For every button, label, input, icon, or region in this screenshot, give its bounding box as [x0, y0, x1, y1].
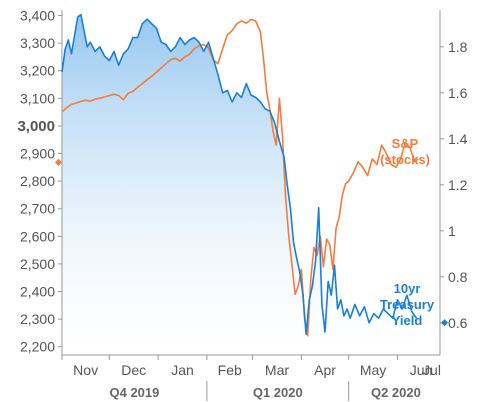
right-tick-label: 0.8	[448, 269, 468, 285]
right-tick-label: 1.4	[448, 131, 468, 147]
right-tick-label: 1.8	[448, 39, 468, 55]
left-tick-label: 3,300	[20, 35, 55, 51]
month-label: Apr	[314, 362, 336, 378]
right-tick-label: 1.2	[448, 177, 468, 193]
month-label: Jul	[423, 362, 441, 378]
month-label: Feb	[218, 362, 242, 378]
quarter-label: Q2 2020	[371, 385, 421, 400]
left-tick-label: 2,600	[20, 228, 55, 244]
left-current-value-marker	[55, 158, 62, 166]
month-label: Nov	[73, 362, 98, 378]
left-tick-label: 2,800	[20, 173, 55, 189]
left-tick-label: 2,500	[20, 256, 55, 272]
quarter-label: Q4 2019	[110, 385, 160, 400]
left-tick-label: 2,400	[20, 284, 55, 300]
yield-series-label: Yield	[392, 313, 423, 328]
month-label: Jan	[171, 362, 194, 378]
quarter-label: Q1 2020	[253, 385, 303, 400]
right-current-value-marker	[441, 319, 448, 327]
yield-series-label: 10yr	[394, 281, 421, 296]
month-label: Mar	[265, 362, 289, 378]
treasury-yield-line	[61, 13, 418, 336]
left-tick-label: 2,200	[20, 339, 55, 355]
sp-stocks-line	[61, 18, 419, 337]
sp-series-label: S&P	[392, 136, 419, 151]
left-tick-label: 2,900	[20, 146, 55, 162]
left-tick-label: 2,300	[20, 311, 55, 327]
right-tick-label: 0.6	[448, 315, 468, 331]
yield-area-fill	[62, 14, 417, 355]
sp-series-label: (stocks)	[380, 152, 430, 167]
yield-series-label: Treasury	[380, 297, 435, 312]
left-tick-label: 3,000	[17, 118, 55, 135]
month-label: May	[360, 362, 386, 378]
left-tick-label: 3,400	[20, 8, 55, 24]
month-label: Jun	[410, 362, 433, 378]
left-tick-label: 3,100	[20, 90, 55, 106]
left-tick-label: 3,200	[20, 63, 55, 79]
right-tick-label: 1.6	[448, 85, 468, 101]
month-label: Dec	[121, 362, 146, 378]
right-tick-label: 1	[448, 223, 456, 239]
left-tick-label: 2,700	[20, 201, 55, 217]
